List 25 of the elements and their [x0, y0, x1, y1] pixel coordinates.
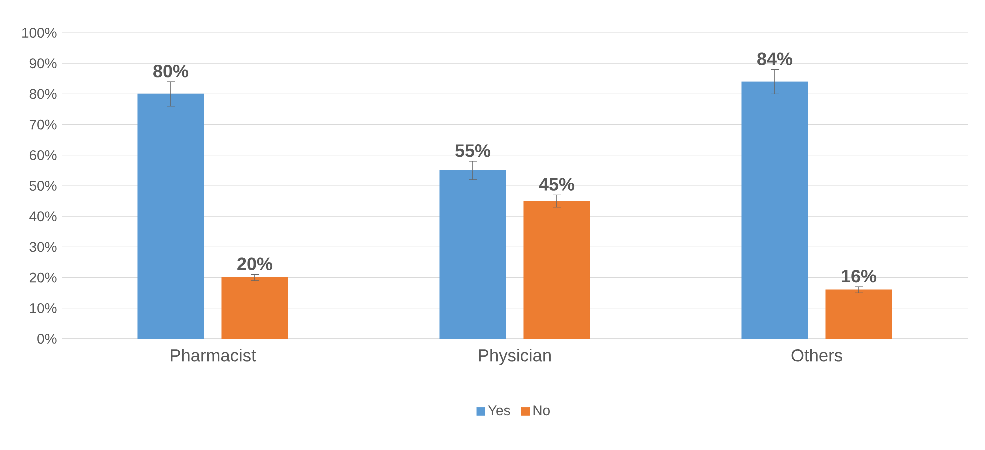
bar: [524, 201, 590, 339]
y-tick-label: 0%: [38, 334, 57, 344]
data-label: 84%: [758, 52, 793, 66]
y-tick-label: 90%: [30, 58, 57, 69]
data-label: 45%: [539, 178, 575, 191]
legend-label: No: [534, 406, 550, 416]
y-tick-label: 10%: [30, 303, 57, 314]
y-tick-label: 80%: [30, 89, 57, 100]
x-tick-label: Pharmacist: [171, 349, 256, 362]
y-tick-label: 30%: [30, 242, 57, 252]
x-tick-label: Physician: [479, 349, 551, 366]
y-tick-label: 50%: [30, 181, 57, 191]
bar: [222, 278, 288, 339]
bar: [826, 290, 892, 339]
data-label: 16%: [842, 270, 877, 283]
data-label: 80%: [154, 64, 189, 78]
x-tick-label: Others: [792, 349, 842, 362]
legend-label: Yes: [488, 406, 510, 416]
y-tick-label: 100%: [22, 28, 57, 38]
y-tick-label: 70%: [30, 120, 57, 130]
y-tick-label: 60%: [30, 150, 57, 160]
data-label: 55%: [456, 144, 491, 158]
y-tick-label: 40%: [30, 212, 57, 222]
data-label: 20%: [238, 258, 273, 270]
y-tick-label: 20%: [30, 272, 57, 283]
